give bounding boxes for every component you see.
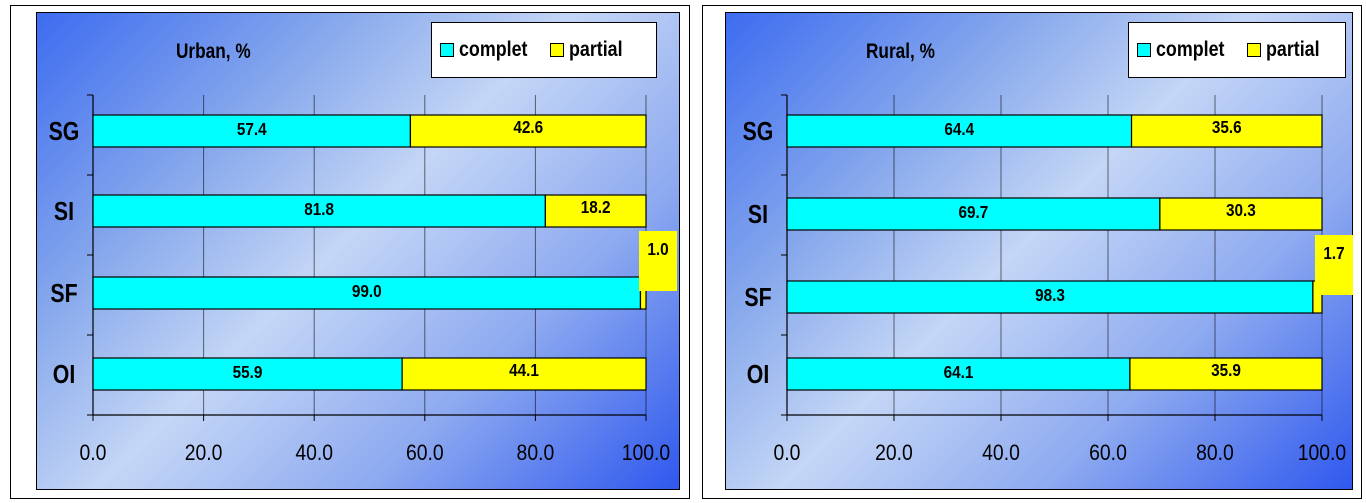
urban-data-label-complet: 55.9 [233, 362, 263, 382]
urban-category-label: SF [50, 279, 77, 309]
legend-swatch-partial [549, 43, 564, 57]
rural-category-label: SI [748, 200, 768, 230]
urban-x-tick-label: 100.0 [622, 441, 670, 465]
rural-data-label-bg [1193, 360, 1258, 380]
rural-data-label-bg [1208, 200, 1273, 220]
rural-x-tick-label: 0.0 [774, 441, 801, 465]
rural-data-label-complet: 69.7 [959, 202, 989, 222]
urban-legend: complet partial [431, 22, 657, 78]
rural-data-label-partial: 35.9 [1211, 360, 1241, 380]
urban-bar-complet [92, 357, 403, 391]
rural-data-label-complet: 98.3 [1035, 285, 1065, 305]
urban-bar-complet [92, 276, 642, 310]
urban-x-tick-label: 40.0 [295, 441, 333, 465]
rural-data-label-bg [1194, 117, 1259, 137]
urban-category-label: SG [49, 117, 80, 147]
rural-plot-area [725, 12, 1353, 490]
legend-swatch-partial [1246, 43, 1261, 57]
rural-data-label-complet: 64.1 [944, 362, 974, 382]
urban-bar-complet [92, 194, 546, 228]
urban-plot-area [36, 12, 680, 490]
rural-category-label: OI [747, 360, 770, 390]
urban-x-tick-label: 20.0 [185, 441, 223, 465]
rural-bar-complet [786, 280, 1314, 314]
legend-swatch-complet [440, 43, 454, 57]
urban-data-label-bg [492, 360, 557, 380]
legend-item-partial: partial [1246, 38, 1329, 62]
urban-data-label-partial: 42.6 [513, 117, 543, 137]
urban-x-tick-label: 0.0 [80, 441, 107, 465]
rural-data-label-bg [1315, 235, 1353, 295]
rural-x-tick-label: 60.0 [1089, 441, 1127, 465]
rural-data-label-partial: 30.3 [1226, 200, 1256, 220]
urban-x-tick-label: 80.0 [517, 441, 555, 465]
legend-item-complet: complet [1137, 38, 1237, 62]
rural-chart-title: Rural, % [866, 40, 935, 63]
urban-data-label-complet: 99.0 [352, 281, 382, 301]
legend-label-complet: complet [459, 38, 528, 61]
urban-category-label: SI [54, 197, 74, 227]
legend-label-partial: partial [1265, 38, 1320, 61]
rural-data-label-complet: 64.4 [944, 119, 974, 139]
rural-x-tick-label: 80.0 [1196, 441, 1234, 465]
legend-item-partial: partial [549, 38, 632, 62]
urban-data-label-complet: 57.4 [237, 119, 267, 139]
urban-x-tick-label: 60.0 [406, 441, 444, 465]
rural-category-label: SG [743, 117, 774, 147]
urban-bar-complet [92, 114, 412, 148]
rural-data-label-partial: 1.7 [1323, 243, 1344, 263]
urban-data-label-bg [563, 197, 628, 217]
urban-category-label: OI [53, 360, 76, 390]
rural-x-tick-label: 20.0 [875, 441, 913, 465]
legend-label-partial: partial [568, 38, 623, 61]
urban-data-label-partial: 44.1 [509, 360, 539, 380]
legend-item-complet: complet [440, 38, 540, 62]
legend-label-complet: complet [1156, 38, 1225, 61]
rural-x-tick-label: 40.0 [982, 441, 1020, 465]
rural-category-label: SF [744, 283, 771, 313]
urban-data-label-complet: 81.8 [304, 199, 334, 219]
rural-data-label-partial: 35.6 [1212, 117, 1242, 137]
urban-data-label-bg [639, 231, 677, 291]
urban-chart-title: Urban, % [176, 40, 251, 63]
rural-x-tick-label: 100.0 [1298, 441, 1346, 465]
legend-swatch-complet [1137, 43, 1151, 57]
urban-data-label-partial: 18.2 [581, 197, 611, 217]
rural-bar-complet [786, 114, 1133, 148]
rural-legend: complet partial [1128, 22, 1346, 78]
rural-bar-complet [786, 357, 1131, 391]
urban-data-label-partial: 1.0 [647, 239, 668, 259]
urban-data-label-bg [496, 117, 561, 137]
